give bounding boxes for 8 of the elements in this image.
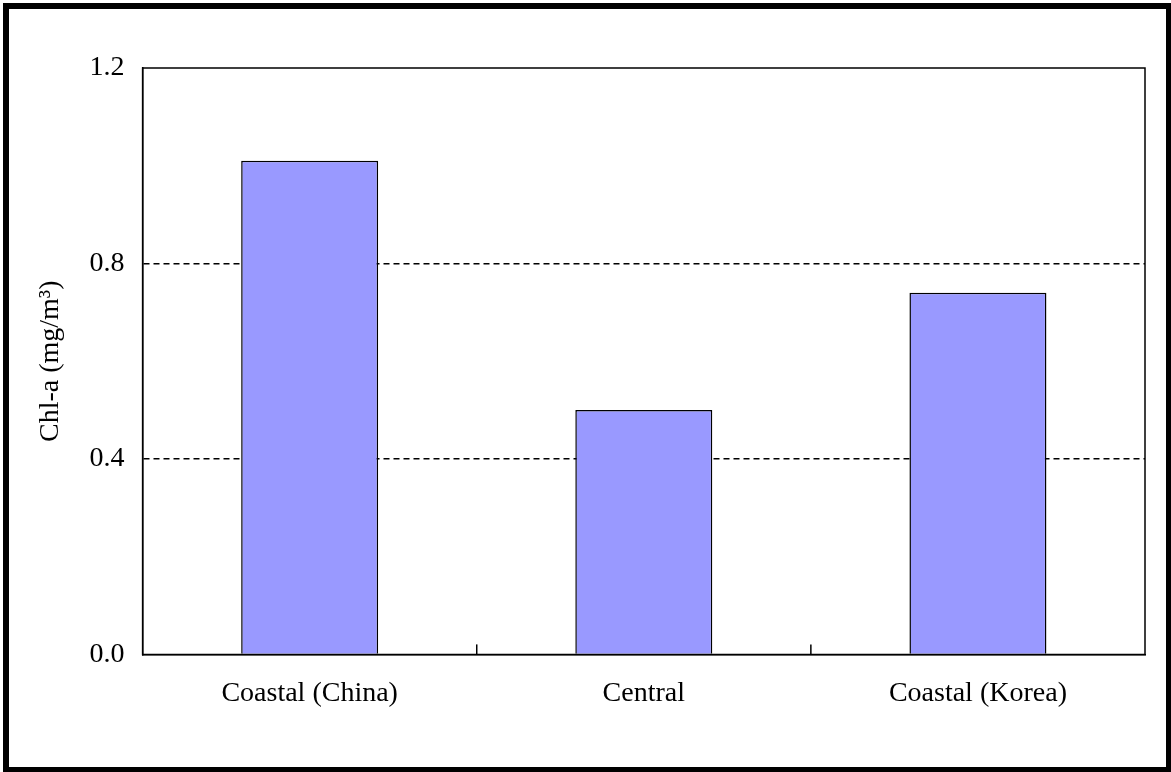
x-tick-label: Central bbox=[602, 675, 686, 707]
y-axis-title: Chl-a (mg/m³) bbox=[33, 280, 65, 442]
y-tick-label: 0.4 bbox=[89, 441, 125, 473]
y-tick-label: 0.8 bbox=[89, 245, 125, 277]
x-tick-label: Coastal (Korea) bbox=[888, 675, 1067, 707]
y-tick-label: 0.0 bbox=[89, 636, 125, 668]
x-tick-label: Coastal (China) bbox=[221, 675, 398, 707]
y-tick-label: 1.2 bbox=[89, 50, 125, 82]
